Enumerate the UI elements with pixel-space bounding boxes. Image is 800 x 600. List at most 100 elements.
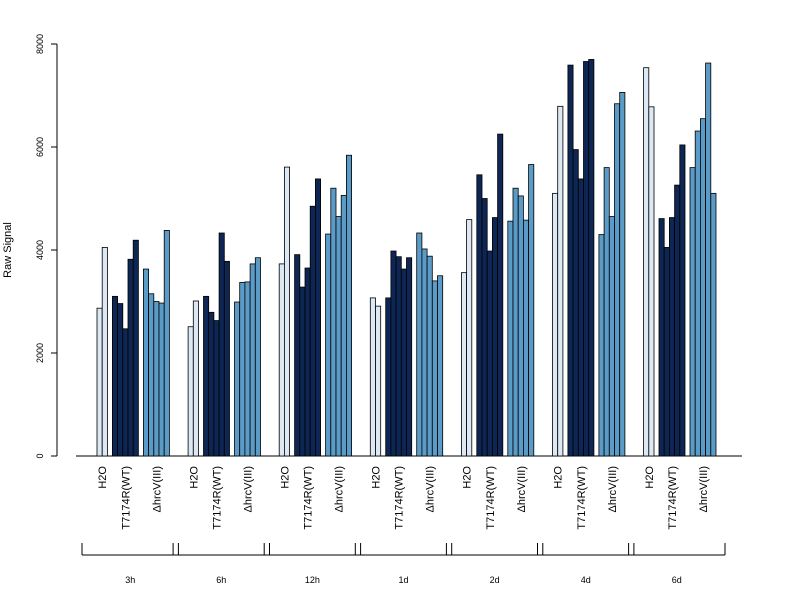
bar [694, 130, 701, 457]
bar [158, 302, 165, 457]
bar [142, 268, 149, 457]
bar [96, 307, 103, 457]
bar [643, 67, 650, 457]
bar [340, 195, 347, 457]
group-label: H2O [644, 466, 656, 489]
bar [614, 103, 621, 457]
bar [466, 219, 473, 457]
y-axis-label: Raw Signal [2, 222, 14, 278]
period-label: 1d [398, 575, 408, 585]
bar [710, 192, 717, 457]
group-label: ΔhrcV(III) [334, 466, 346, 512]
y-tick-label: 4000 [35, 240, 45, 260]
bar [674, 184, 681, 457]
bar [572, 149, 579, 457]
group-label: ΔhrcV(III) [607, 466, 619, 512]
bar [112, 295, 119, 457]
bar [426, 255, 433, 457]
period-label: 12h [305, 575, 320, 585]
bar [663, 247, 670, 457]
bar [153, 301, 160, 457]
bar [122, 328, 129, 457]
bar [517, 195, 524, 457]
group-label: T7174R(WT) [576, 466, 588, 530]
period-label: 3h [125, 575, 135, 585]
y-tick-label: 0 [35, 453, 45, 458]
bar [187, 326, 194, 457]
group-label: ΔhrcV(III) [516, 466, 528, 512]
group-label: H2O [462, 466, 474, 489]
group-label: T7174R(WT) [394, 466, 406, 530]
bar [679, 144, 686, 457]
bar [208, 311, 215, 457]
bar [669, 217, 676, 457]
bar [369, 297, 376, 457]
bar [619, 92, 626, 457]
bar [345, 154, 352, 457]
bar [375, 305, 382, 457]
bar [700, 118, 707, 457]
group-label: H2O [279, 466, 291, 489]
bar [390, 250, 397, 457]
bar [254, 257, 261, 457]
group-label: ΔhrcV(III) [698, 466, 710, 512]
bar [325, 233, 332, 457]
bar [608, 216, 615, 457]
bar [304, 267, 311, 457]
bar [577, 178, 584, 457]
bar [658, 218, 665, 457]
category-labels: H2O T7174R(WT) ΔhrcV(III) H2O T7174R(WT) Δhrc… [97, 466, 710, 530]
bar [385, 297, 392, 457]
y-axis: 0 2000 4000 6000 8000 [35, 34, 58, 459]
bar [512, 187, 519, 457]
bar [335, 216, 342, 457]
period-label: 6d [672, 575, 682, 585]
bar [491, 217, 498, 457]
bars [96, 59, 717, 457]
bar [557, 105, 564, 457]
bar [603, 167, 610, 457]
bar [101, 247, 108, 457]
bar [127, 258, 134, 457]
bar [192, 300, 199, 457]
period-label: 4d [581, 575, 591, 585]
bar [689, 167, 696, 457]
bar [234, 301, 241, 457]
period-label: 2d [490, 575, 500, 585]
bar [476, 174, 483, 457]
bar [249, 263, 256, 457]
bar [567, 64, 574, 457]
bar [278, 263, 285, 457]
bar [314, 178, 321, 457]
bar [481, 198, 488, 457]
bar [400, 268, 407, 457]
group-label: H2O [97, 466, 109, 489]
bar [588, 59, 595, 457]
group-label: ΔhrcV(III) [425, 466, 437, 512]
bar [244, 281, 251, 457]
bar [148, 293, 155, 457]
bar [330, 187, 337, 457]
group-label: T7174R(WT) [212, 466, 224, 530]
bar [117, 303, 124, 457]
bar [395, 256, 402, 457]
bar [431, 280, 438, 457]
bar [437, 275, 444, 457]
bar [486, 250, 493, 457]
bar [598, 234, 605, 457]
group-label: T7174R(WT) [303, 466, 315, 530]
bar [648, 106, 655, 457]
bar [283, 166, 290, 457]
bar [528, 164, 535, 457]
bar [416, 232, 423, 457]
bar [299, 286, 306, 457]
group-label: H2O [553, 466, 565, 489]
group-label: T7174R(WT) [485, 466, 497, 530]
bar [223, 260, 230, 457]
group-label: H2O [188, 466, 200, 489]
group-label: T7174R(WT) [667, 466, 679, 530]
group-label: ΔhrcV(III) [243, 466, 255, 512]
bar [583, 61, 590, 457]
bar [523, 219, 530, 457]
